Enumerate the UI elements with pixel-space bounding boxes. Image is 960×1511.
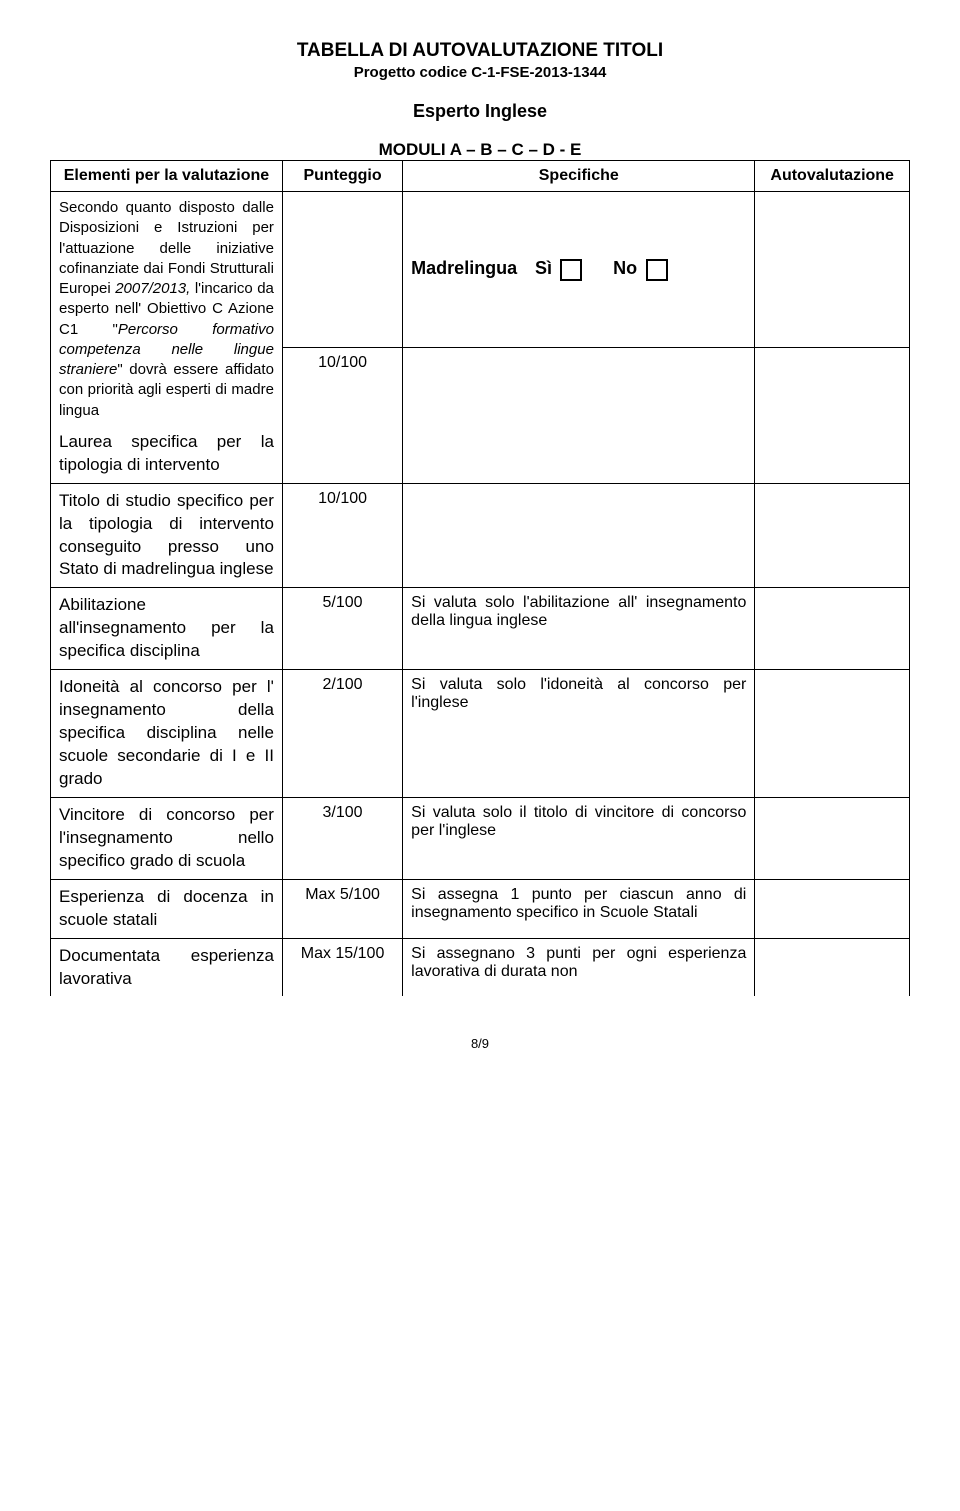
row-0-auto[interactable] xyxy=(755,348,910,483)
page-footer: 8/9 xyxy=(50,1036,910,1051)
row-2-score: 5/100 xyxy=(282,588,402,670)
madrelingua-label: Madrelingua xyxy=(411,258,517,278)
row-5-score: Max 5/100 xyxy=(282,879,402,938)
header-col2: Punteggio xyxy=(282,161,402,192)
doc-title: TABELLA DI AUTOVALUTAZIONE TITOLI xyxy=(50,40,910,62)
row-1-label: Titolo di studio specifico per la tipolo… xyxy=(51,483,283,588)
evaluation-table: Elementi per la valutazione Punteggio Sp… xyxy=(50,160,910,996)
row-3-auto[interactable] xyxy=(755,670,910,798)
table-header-row: Elementi per la valutazione Punteggio Sp… xyxy=(51,161,910,192)
madrelingua-cell: Madrelingua Sì No xyxy=(403,192,755,348)
table-row: Vincitore di concorso per l'insegnamento… xyxy=(51,797,910,879)
row-6-score: Max 15/100 xyxy=(282,938,402,996)
row-1-auto[interactable] xyxy=(755,483,910,588)
row-3-spec: Si valuta solo l'idoneità al concorso pe… xyxy=(403,670,755,798)
row-2-label: Abilitazione all'insegnamento per la spe… xyxy=(51,588,283,670)
checkbox-no[interactable] xyxy=(646,259,668,281)
row-6-auto[interactable] xyxy=(755,938,910,996)
row-4-label: Vincitore di concorso per l'insegnamento… xyxy=(51,797,283,879)
row-2-auto[interactable] xyxy=(755,588,910,670)
row-1-score: 10/100 xyxy=(282,483,402,588)
row-0-score: 10/100 xyxy=(282,348,402,483)
doc-modules: MODULI A – B – C – D - E xyxy=(50,140,910,160)
intro-cell: Secondo quanto disposto dalle Disposizio… xyxy=(51,192,283,484)
row-0-label: Laurea specifica per la tipologia di int… xyxy=(59,431,274,477)
row-3-label: Idoneità al concorso per l' insegnamento… xyxy=(51,670,283,798)
row-6-label: Documentata esperienza lavorativa xyxy=(51,938,283,996)
row-0-spec xyxy=(403,348,755,483)
doc-role: Esperto Inglese xyxy=(50,101,910,122)
intro-score-empty xyxy=(282,192,402,348)
checkbox-si[interactable] xyxy=(560,259,582,281)
table-row: Documentata esperienza lavorativa Max 15… xyxy=(51,938,910,996)
header-col3: Specifiche xyxy=(403,161,755,192)
row-2-spec: Si valuta solo l'abilitazione all' inseg… xyxy=(403,588,755,670)
row-5-auto[interactable] xyxy=(755,879,910,938)
table-row: Titolo di studio specifico per la tipolo… xyxy=(51,483,910,588)
row-4-spec: Si valuta solo il titolo di vincitore di… xyxy=(403,797,755,879)
row-3-score: 2/100 xyxy=(282,670,402,798)
intro-italic1: 2007/2013, xyxy=(115,280,195,297)
row-5-label: Esperienza di docenza in scuole statali xyxy=(51,879,283,938)
row-1-spec xyxy=(403,483,755,588)
row-4-auto[interactable] xyxy=(755,797,910,879)
si-label: Sì xyxy=(535,258,552,278)
table-row: Abilitazione all'insegnamento per la spe… xyxy=(51,588,910,670)
doc-subtitle: Progetto codice C-1-FSE-2013-1344 xyxy=(50,64,910,81)
row-5-spec: Si assegna 1 punto per ciascun anno di i… xyxy=(403,879,755,938)
header-col4: Autovalutazione xyxy=(755,161,910,192)
table-row: Idoneità al concorso per l' insegnamento… xyxy=(51,670,910,798)
intro-row: Secondo quanto disposto dalle Disposizio… xyxy=(51,192,910,348)
row-6-spec: Si assegnano 3 punti per ogni esperienza… xyxy=(403,938,755,996)
table-row: Esperienza di docenza in scuole statali … xyxy=(51,879,910,938)
no-label: No xyxy=(613,258,637,278)
row-4-score: 3/100 xyxy=(282,797,402,879)
intro-auto-empty[interactable] xyxy=(755,192,910,348)
header-col1: Elementi per la valutazione xyxy=(51,161,283,192)
